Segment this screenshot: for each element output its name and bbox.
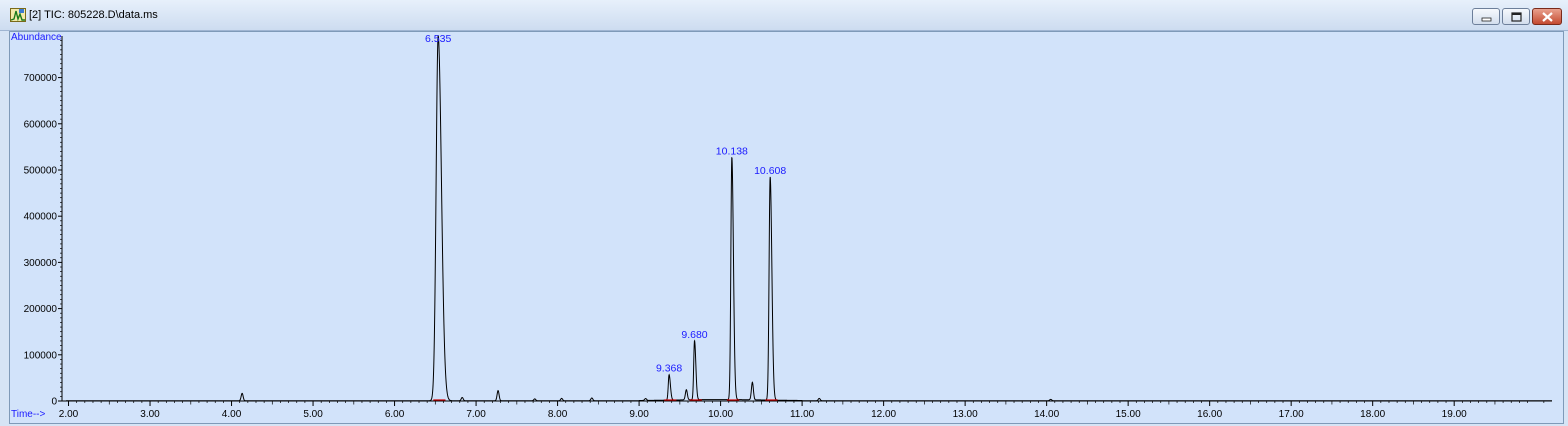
peak-label: 9.368 [656, 363, 682, 375]
x-tick-label: 7.00 [466, 409, 486, 420]
x-tick-label: 11.00 [790, 409, 815, 420]
y-tick-label: 0 [51, 397, 57, 408]
window-title: [2] TIC: 805228.D\data.ms [29, 9, 158, 21]
x-tick-label: 16.00 [1197, 409, 1222, 420]
x-tick-label: 4.00 [222, 409, 242, 420]
tic-chromatogram-chart: Abundance Time--> 0 100000 200000 300000 400… [11, 32, 1552, 420]
y-tick-label: 500000 [24, 165, 58, 176]
x-tick-label: 15.00 [1116, 409, 1141, 420]
y-tick-label: 300000 [24, 258, 58, 269]
peak-label: 10.138 [716, 145, 748, 157]
peak-label: 9.680 [681, 329, 707, 341]
x-axis-title: Time--> [11, 409, 46, 420]
peak-label: 6.535 [425, 33, 451, 45]
x-tick-label: 17.00 [1279, 409, 1304, 420]
peak-label: 10.608 [754, 165, 786, 177]
minimize-button[interactable] [1472, 8, 1500, 25]
maximize-button[interactable] [1502, 8, 1530, 25]
y-tick-label: 200000 [24, 304, 58, 315]
plot-area[interactable]: Abundance Time--> 0 100000 200000 300000 400… [9, 31, 1564, 424]
x-tick-label: 10.00 [708, 409, 733, 420]
y-tick-label: 400000 [24, 212, 58, 223]
close-button[interactable] [1532, 8, 1562, 25]
x-tick-label: 5.00 [303, 409, 323, 420]
tic-trace-line [66, 35, 1552, 402]
x-tick-label: 6.00 [385, 409, 405, 420]
x-tick-label: 14.00 [1034, 409, 1059, 420]
x-tick-label: 19.00 [1442, 409, 1467, 420]
x-tick-label: 3.00 [140, 409, 160, 420]
x-tick-label: 9.00 [629, 409, 649, 420]
y-tick-label: 700000 [24, 73, 58, 84]
close-icon [1542, 12, 1553, 22]
y-tick-label: 600000 [24, 119, 58, 130]
window-titlebar[interactable]: [2] TIC: 805228.D\data.ms [0, 0, 1568, 31]
minimize-icon [1481, 17, 1492, 22]
x-tick-label: 13.00 [953, 409, 978, 420]
x-tick-label: 18.00 [1360, 409, 1385, 420]
y-axis-title: Abundance [11, 32, 62, 43]
x-tick-label: 12.00 [871, 409, 896, 420]
x-tick-label: 8.00 [548, 409, 568, 420]
y-tick-label: 100000 [24, 350, 58, 361]
chromatogram-app-icon [10, 8, 26, 22]
maximize-icon [1511, 12, 1522, 22]
x-tick-label: 2.00 [59, 409, 79, 420]
